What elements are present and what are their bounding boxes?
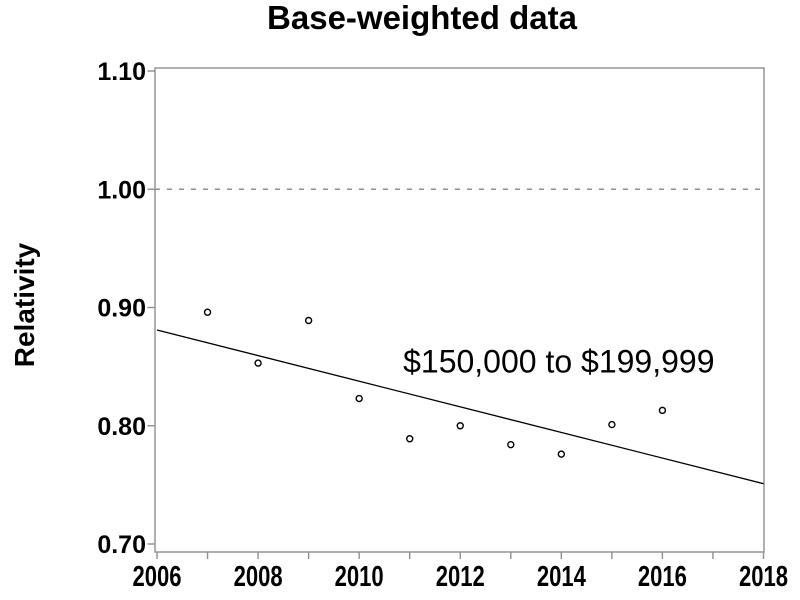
data-point-marker <box>557 450 566 458</box>
data-point-marker <box>456 422 464 430</box>
data-point-marker <box>254 359 262 367</box>
y-tick-label: 0.80 <box>97 413 146 441</box>
x-tick-label: 2018 <box>739 561 788 593</box>
x-tick-label: 2006 <box>132 561 181 593</box>
data-point-marker <box>304 316 313 325</box>
annotation-label: $150,000 to $199,999 <box>403 344 714 380</box>
data-point-marker <box>406 435 414 443</box>
y-tick-label: 0.90 <box>97 295 146 323</box>
y-tick-label: 0.70 <box>97 531 146 559</box>
data-point-marker <box>608 420 616 429</box>
x-tick-label: 2016 <box>638 561 687 593</box>
x-tick-label: 2010 <box>335 561 384 593</box>
plot-border <box>154 67 765 553</box>
data-point-marker <box>203 308 212 316</box>
plot-area: 2006 2008 2010 2012 2014 2016 2018 0.70 0.80 0.90… <box>97 58 788 593</box>
trend-line <box>156 329 764 485</box>
x-tick-label: 2012 <box>436 561 485 593</box>
y-tick-label: 1.10 <box>97 58 146 86</box>
data-point-marker <box>507 440 515 449</box>
data-point-marker <box>355 394 363 403</box>
x-tick-label: 2014 <box>537 561 587 593</box>
y-tick-label: 1.00 <box>97 176 146 204</box>
y-axis-title: Relativity <box>9 242 40 367</box>
chart-title: Base-weighted data <box>267 0 578 36</box>
data-point-marker <box>658 406 667 415</box>
x-tick-label: 2008 <box>234 561 283 593</box>
